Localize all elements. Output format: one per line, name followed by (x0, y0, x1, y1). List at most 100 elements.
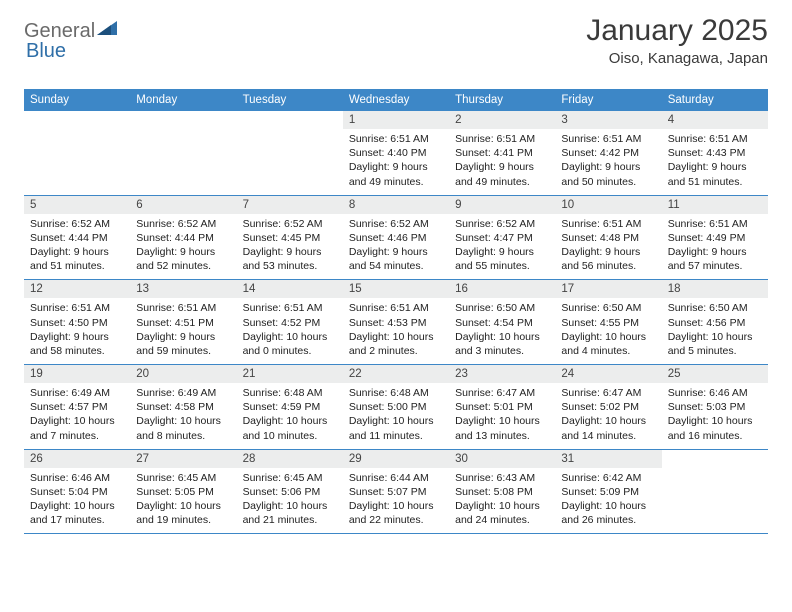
day-cell (662, 450, 768, 534)
day-body: Sunrise: 6:42 AMSunset: 5:09 PMDaylight:… (555, 468, 661, 534)
weekday-header: Saturday (662, 89, 768, 111)
day-body: Sunrise: 6:47 AMSunset: 5:01 PMDaylight:… (449, 383, 555, 449)
sunrise-text: Sunrise: 6:51 AM (455, 132, 549, 146)
day-body (24, 129, 130, 191)
daylight-line1: Daylight: 9 hours (561, 160, 655, 174)
day-body: Sunrise: 6:51 AMSunset: 4:41 PMDaylight:… (449, 129, 555, 195)
day-cell: 23Sunrise: 6:47 AMSunset: 5:01 PMDayligh… (449, 365, 555, 449)
daylight-line2: and 22 minutes. (349, 513, 443, 527)
day-body: Sunrise: 6:52 AMSunset: 4:44 PMDaylight:… (130, 214, 236, 280)
daylight-line2: and 52 minutes. (136, 259, 230, 273)
day-number: 9 (449, 196, 555, 214)
day-number: 20 (130, 365, 236, 383)
sunrise-text: Sunrise: 6:48 AM (349, 386, 443, 400)
daylight-line1: Daylight: 10 hours (668, 414, 762, 428)
sunrise-text: Sunrise: 6:50 AM (668, 301, 762, 315)
sunrise-text: Sunrise: 6:50 AM (455, 301, 549, 315)
daylight-line2: and 16 minutes. (668, 429, 762, 443)
day-body: Sunrise: 6:51 AMSunset: 4:48 PMDaylight:… (555, 214, 661, 280)
day-number: 1 (343, 111, 449, 129)
sunset-text: Sunset: 4:40 PM (349, 146, 443, 160)
day-cell: 3Sunrise: 6:51 AMSunset: 4:42 PMDaylight… (555, 111, 661, 195)
sunrise-text: Sunrise: 6:52 AM (455, 217, 549, 231)
sunrise-text: Sunrise: 6:47 AM (561, 386, 655, 400)
weekday-header: Monday (130, 89, 236, 111)
day-body: Sunrise: 6:52 AMSunset: 4:46 PMDaylight:… (343, 214, 449, 280)
day-number: 24 (555, 365, 661, 383)
day-number: 6 (130, 196, 236, 214)
sunset-text: Sunset: 5:07 PM (349, 485, 443, 499)
day-body: Sunrise: 6:50 AMSunset: 4:54 PMDaylight:… (449, 298, 555, 364)
sunset-text: Sunset: 4:57 PM (30, 400, 124, 414)
daylight-line1: Daylight: 10 hours (136, 414, 230, 428)
sunset-text: Sunset: 4:59 PM (243, 400, 337, 414)
sunset-text: Sunset: 4:48 PM (561, 231, 655, 245)
daylight-line1: Daylight: 9 hours (136, 330, 230, 344)
sunset-text: Sunset: 5:08 PM (455, 485, 549, 499)
daylight-line1: Daylight: 9 hours (455, 245, 549, 259)
day-cell: 21Sunrise: 6:48 AMSunset: 4:59 PMDayligh… (237, 365, 343, 449)
daylight-line1: Daylight: 10 hours (668, 330, 762, 344)
sunrise-text: Sunrise: 6:49 AM (30, 386, 124, 400)
daylight-line2: and 0 minutes. (243, 344, 337, 358)
daylight-line1: Daylight: 10 hours (455, 499, 549, 513)
sunset-text: Sunset: 4:56 PM (668, 316, 762, 330)
day-body: Sunrise: 6:49 AMSunset: 4:57 PMDaylight:… (24, 383, 130, 449)
day-cell: 9 Sunrise: 6:52 AMSunset: 4:47 PMDaylight… (449, 196, 555, 280)
daylight-line2: and 49 minutes. (349, 175, 443, 189)
sunrise-text: Sunrise: 6:51 AM (668, 132, 762, 146)
daylight-line2: and 56 minutes. (561, 259, 655, 273)
daylight-line2: and 54 minutes. (349, 259, 443, 273)
daylight-line2: and 58 minutes. (30, 344, 124, 358)
week-row: 26Sunrise: 6:46 AMSunset: 5:04 PMDayligh… (24, 450, 768, 535)
day-body (237, 129, 343, 191)
day-body: Sunrise: 6:51 AMSunset: 4:42 PMDaylight:… (555, 129, 661, 195)
sunset-text: Sunset: 4:44 PM (30, 231, 124, 245)
day-number: 4 (662, 111, 768, 129)
sunrise-text: Sunrise: 6:47 AM (455, 386, 549, 400)
day-cell: 4Sunrise: 6:51 AMSunset: 4:43 PMDaylight… (662, 111, 768, 195)
day-cell: 8Sunrise: 6:52 AMSunset: 4:46 PMDaylight… (343, 196, 449, 280)
daylight-line2: and 24 minutes. (455, 513, 549, 527)
day-body: Sunrise: 6:51 AMSunset: 4:40 PMDaylight:… (343, 129, 449, 195)
day-number: 12 (24, 280, 130, 298)
weekday-header: Sunday (24, 89, 130, 111)
sunset-text: Sunset: 4:47 PM (455, 231, 549, 245)
daylight-line1: Daylight: 9 hours (30, 245, 124, 259)
day-number: 25 (662, 365, 768, 383)
daylight-line2: and 21 minutes. (243, 513, 337, 527)
sunset-text: Sunset: 4:49 PM (668, 231, 762, 245)
daylight-line2: and 2 minutes. (349, 344, 443, 358)
sunset-text: Sunset: 4:58 PM (136, 400, 230, 414)
day-body: Sunrise: 6:44 AMSunset: 5:07 PMDaylight:… (343, 468, 449, 534)
sunrise-text: Sunrise: 6:46 AM (30, 471, 124, 485)
daylight-line1: Daylight: 10 hours (455, 330, 549, 344)
day-body: Sunrise: 6:51 AMSunset: 4:53 PMDaylight:… (343, 298, 449, 364)
sunrise-text: Sunrise: 6:51 AM (561, 132, 655, 146)
sunset-text: Sunset: 4:43 PM (668, 146, 762, 160)
day-number: 26 (24, 450, 130, 468)
day-number: 31 (555, 450, 661, 468)
weekday-header-row: Sunday Monday Tuesday Wednesday Thursday… (24, 89, 768, 111)
day-cell (237, 111, 343, 195)
sunset-text: Sunset: 5:03 PM (668, 400, 762, 414)
daylight-line2: and 10 minutes. (243, 429, 337, 443)
day-cell: 13Sunrise: 6:51 AMSunset: 4:51 PMDayligh… (130, 280, 236, 364)
day-number: 28 (237, 450, 343, 468)
day-body: Sunrise: 6:51 AMSunset: 4:49 PMDaylight:… (662, 214, 768, 280)
week-row: 19Sunrise: 6:49 AMSunset: 4:57 PMDayligh… (24, 365, 768, 450)
daylight-line1: Daylight: 9 hours (668, 245, 762, 259)
day-cell: 27Sunrise: 6:45 AMSunset: 5:05 PMDayligh… (130, 450, 236, 534)
day-body: Sunrise: 6:48 AMSunset: 4:59 PMDaylight:… (237, 383, 343, 449)
day-body: Sunrise: 6:45 AMSunset: 5:05 PMDaylight:… (130, 468, 236, 534)
day-cell: 6Sunrise: 6:52 AMSunset: 4:44 PMDaylight… (130, 196, 236, 280)
day-cell: 16Sunrise: 6:50 AMSunset: 4:54 PMDayligh… (449, 280, 555, 364)
daylight-line2: and 19 minutes. (136, 513, 230, 527)
day-number: 11 (662, 196, 768, 214)
daylight-line1: Daylight: 10 hours (243, 414, 337, 428)
day-body (130, 129, 236, 191)
day-number (662, 450, 768, 468)
day-body: Sunrise: 6:48 AMSunset: 5:00 PMDaylight:… (343, 383, 449, 449)
sunset-text: Sunset: 4:42 PM (561, 146, 655, 160)
day-cell: 31Sunrise: 6:42 AMSunset: 5:09 PMDayligh… (555, 450, 661, 534)
